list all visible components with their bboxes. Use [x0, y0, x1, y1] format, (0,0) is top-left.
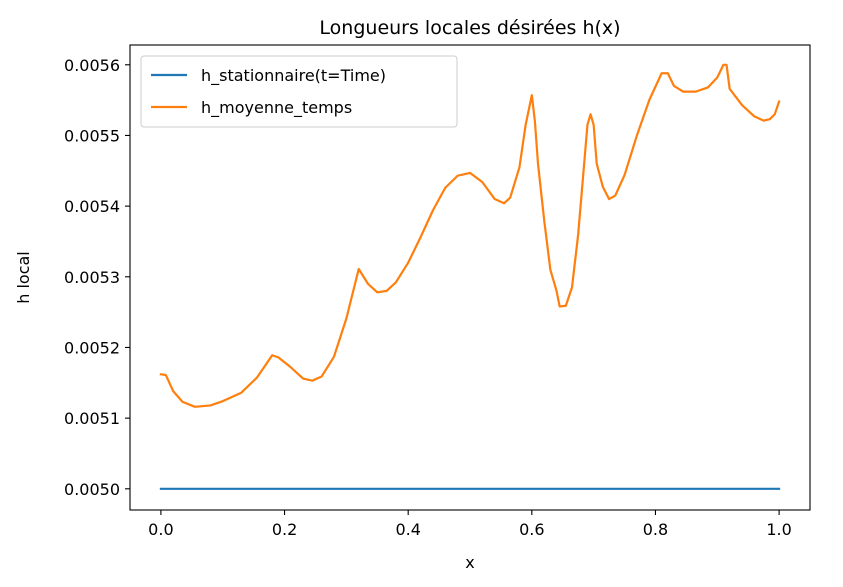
y-tick-label: 0.0055 — [64, 126, 120, 145]
x-axis-label: x — [465, 553, 474, 572]
series-line-1 — [159, 63, 781, 408]
plot-frame — [129, 44, 811, 511]
plot-area — [159, 63, 781, 490]
x-tick-label: 0.2 — [272, 520, 297, 539]
y-tick-label: 0.0051 — [64, 409, 120, 428]
y-tick-label: 0.0056 — [64, 56, 120, 75]
legend: h_stationnaire(t=Time) h_moyenne_temps — [140, 55, 458, 128]
axes: 0.0 0.2 0.4 0.6 0.8 1.0 0.0050 0.0051 0.0052 0.00… — [64, 44, 811, 539]
y-tick-label: 0.0054 — [64, 197, 120, 216]
legend-label-1: h_moyenne_temps — [201, 98, 352, 118]
y-tick-label: 0.0053 — [64, 268, 120, 287]
y-tick-label: 0.0050 — [64, 480, 120, 499]
legend-label-0: h_stationnaire(t=Time) — [201, 66, 386, 86]
x-tick-label: 0.8 — [643, 520, 668, 539]
y-tick-label: 0.0052 — [64, 338, 120, 357]
x-tick-label: 0.6 — [519, 520, 544, 539]
chart-title: Longueurs locales désirées h(x) — [319, 17, 620, 39]
y-axis-label: h local — [14, 251, 33, 304]
legend-box — [140, 55, 458, 128]
x-tick-label: 1.0 — [766, 520, 791, 539]
x-tick-label: 0.0 — [148, 520, 173, 539]
x-tick-label: 0.4 — [395, 520, 420, 539]
